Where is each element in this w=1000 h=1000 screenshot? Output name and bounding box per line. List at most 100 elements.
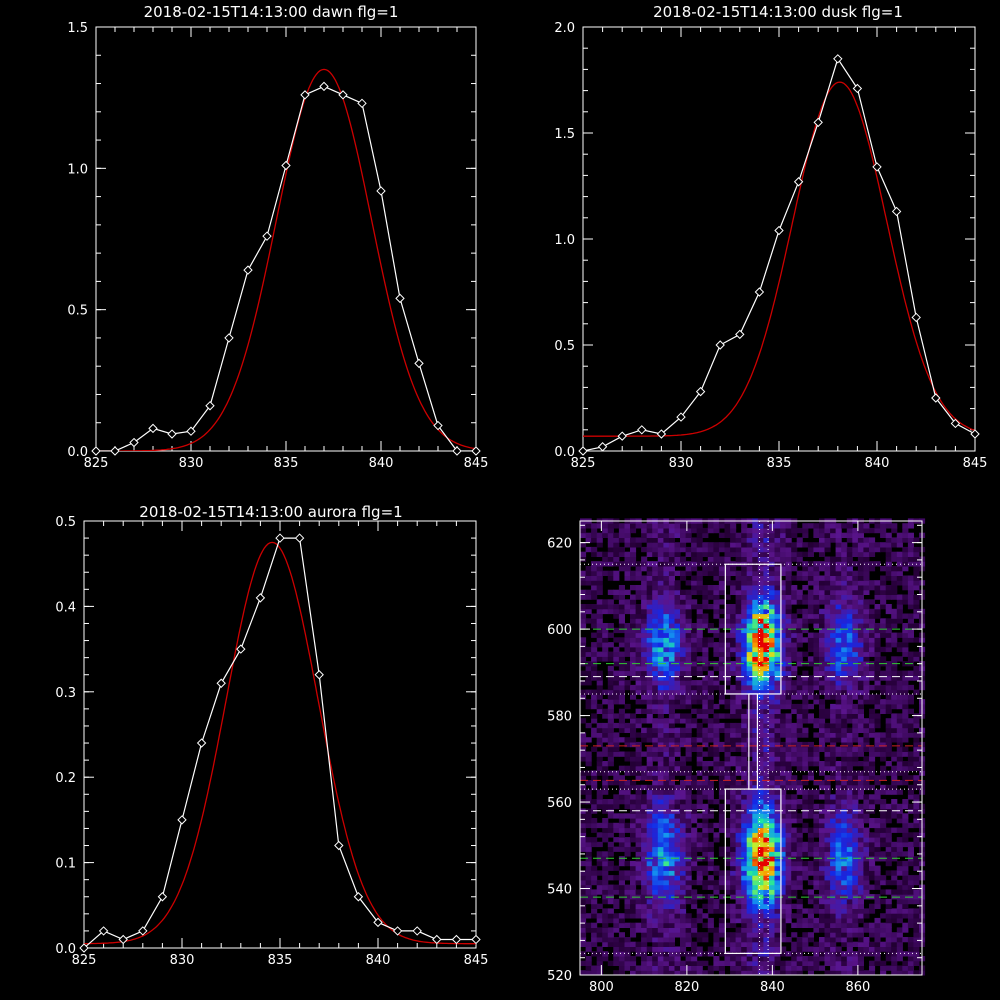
heatmap-cell — [757, 889, 764, 895]
heatmap-cell — [652, 756, 659, 762]
heatmap-cell — [830, 803, 837, 810]
heatmap-cell — [641, 580, 648, 586]
heatmap-cell — [846, 737, 853, 743]
heatmap-cell — [769, 642, 776, 648]
heatmap-cell — [641, 832, 648, 838]
heatmap-cell — [691, 803, 698, 810]
heatmap-cell — [896, 718, 903, 724]
heatmap-cell — [813, 623, 820, 629]
heatmap-cell — [746, 784, 753, 791]
heatmap-cell — [685, 727, 692, 733]
heatmap-cell — [735, 627, 742, 634]
heatmap-cell — [702, 856, 709, 862]
heatmap-cell — [696, 713, 703, 719]
heatmap-cell — [757, 632, 764, 638]
data-point-diamond — [224, 333, 234, 343]
heatmap-cell — [602, 789, 609, 795]
heatmap-cell — [774, 737, 781, 743]
heatmap-cell — [841, 884, 848, 890]
heatmap-cell — [774, 646, 781, 653]
heatmap-cell — [874, 775, 881, 781]
heatmap-cell — [780, 566, 787, 572]
heatmap-cell — [735, 865, 742, 871]
heatmap-cell — [802, 956, 809, 962]
heatmap-cell — [841, 680, 848, 686]
heatmap-cell — [668, 784, 675, 791]
heatmap-cell — [668, 870, 675, 876]
heatmap-cell — [752, 708, 759, 714]
heatmap-cell — [757, 585, 764, 591]
heatmap-cell — [657, 898, 664, 905]
heatmap-cell — [846, 656, 853, 662]
heatmap-cell — [763, 956, 770, 962]
heatmap-cell — [785, 875, 792, 881]
heatmap-cell — [752, 870, 759, 876]
heatmap-cell — [785, 794, 792, 800]
heatmap-cell — [846, 784, 853, 791]
heatmap-cell — [674, 832, 681, 838]
heatmap-cell — [691, 661, 698, 667]
heatmap-cell — [785, 656, 792, 662]
heatmap-cell — [880, 741, 887, 748]
heatmap-cell — [674, 608, 681, 615]
heatmap-cell — [841, 956, 848, 962]
heatmap-cell — [713, 927, 720, 933]
heatmap-cell — [580, 813, 587, 819]
heatmap-cell — [741, 917, 748, 924]
heatmap-cell — [769, 680, 776, 686]
heatmap-cell — [707, 784, 714, 791]
heatmap-cell — [807, 956, 814, 962]
heatmap-cell — [869, 713, 876, 719]
heatmap-cell — [774, 675, 781, 681]
heatmap-cell — [807, 908, 814, 914]
heatmap-cell — [891, 932, 898, 938]
heatmap-cell — [857, 632, 864, 638]
heatmap-cell — [691, 813, 698, 819]
heatmap-cell — [652, 846, 659, 852]
heatmap-cell — [718, 941, 725, 947]
heatmap-cell — [630, 860, 637, 867]
heatmap-cell — [796, 846, 803, 852]
heatmap-cell — [757, 770, 764, 776]
heatmap-cell — [618, 637, 625, 643]
heatmap-cell — [596, 927, 603, 933]
heatmap-cell — [752, 632, 759, 638]
heatmap-cell — [624, 951, 631, 957]
heatmap-cell — [602, 799, 609, 805]
heatmap-cell — [741, 851, 748, 857]
heatmap-cell — [680, 661, 687, 667]
heatmap-cell — [780, 589, 787, 595]
heatmap-cell — [774, 665, 781, 672]
heatmap-cell — [907, 651, 914, 657]
heatmap-cell — [769, 860, 776, 867]
heatmap-cell — [630, 794, 637, 800]
heatmap-cell — [841, 837, 848, 843]
heatmap-cell — [668, 761, 675, 767]
heatmap-cell — [885, 832, 892, 838]
heatmap-cell — [907, 694, 914, 700]
heatmap-cell — [641, 937, 648, 943]
heatmap-cell — [602, 737, 609, 743]
heatmap-cell — [863, 737, 870, 743]
heatmap-cell — [819, 618, 826, 624]
heatmap-cell — [896, 970, 903, 976]
heatmap-cell — [796, 722, 803, 729]
heatmap-cell — [657, 941, 664, 947]
heatmap-cell — [630, 889, 637, 895]
heatmap-cell — [624, 751, 631, 757]
heatmap-cell — [907, 675, 914, 681]
heatmap-cell — [791, 827, 798, 833]
data-point-diamond — [452, 446, 462, 456]
heatmap-cell — [730, 808, 737, 814]
heatmap-cell — [835, 613, 842, 619]
heatmap-cell — [752, 756, 759, 762]
heatmap-cell — [691, 722, 698, 729]
heatmap-cell — [657, 889, 664, 895]
heatmap-cell — [857, 780, 864, 786]
heatmap-cell — [846, 851, 853, 857]
heatmap-cell — [602, 608, 609, 615]
heatmap-cell — [735, 670, 742, 676]
heatmap-cell — [846, 732, 853, 738]
heatmap-cell — [691, 784, 698, 791]
heatmap-cell — [757, 708, 764, 714]
